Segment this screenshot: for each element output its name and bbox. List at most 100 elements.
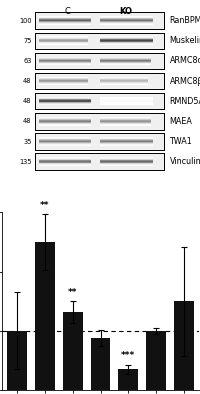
Bar <box>99 100 153 101</box>
Bar <box>99 141 153 142</box>
Bar <box>39 120 90 121</box>
Bar <box>99 84 147 85</box>
Bar <box>39 61 90 62</box>
Text: RanBPM: RanBPM <box>169 16 200 25</box>
Bar <box>99 159 153 160</box>
Bar <box>90 338 110 390</box>
Bar <box>99 163 153 164</box>
Bar <box>99 44 153 45</box>
Bar <box>99 122 150 123</box>
Bar <box>35 133 163 150</box>
Bar <box>99 105 153 106</box>
Bar <box>99 165 153 166</box>
Bar <box>99 22 153 23</box>
Bar <box>39 124 90 125</box>
Text: **: ** <box>40 201 50 210</box>
Bar <box>99 81 147 82</box>
Bar <box>39 44 88 45</box>
Bar <box>99 82 147 83</box>
Bar <box>35 154 163 170</box>
Bar <box>35 154 163 170</box>
Bar <box>35 73 163 89</box>
Bar <box>39 139 90 140</box>
Bar <box>99 24 153 25</box>
Bar <box>99 16 153 17</box>
Bar <box>99 142 153 143</box>
Bar <box>99 138 153 139</box>
Bar <box>99 40 153 41</box>
Bar <box>35 32 163 49</box>
Bar <box>99 143 153 144</box>
Bar <box>39 164 90 165</box>
Bar <box>99 161 153 162</box>
Bar <box>39 138 90 139</box>
Text: MAEA: MAEA <box>169 117 191 126</box>
Bar <box>99 158 153 159</box>
Bar <box>35 53 163 69</box>
Bar <box>39 144 90 145</box>
Bar <box>99 162 153 163</box>
Bar <box>39 17 90 18</box>
Bar <box>39 59 90 60</box>
Bar <box>99 117 150 118</box>
Bar <box>39 100 90 101</box>
Bar <box>99 145 153 146</box>
Bar <box>99 102 153 103</box>
Bar <box>39 43 88 44</box>
Text: 135: 135 <box>19 159 31 165</box>
Bar <box>39 101 90 102</box>
Bar <box>99 140 153 141</box>
Bar <box>39 40 88 41</box>
Bar <box>39 42 88 43</box>
Bar <box>39 119 90 120</box>
Bar <box>35 242 55 390</box>
Bar <box>99 38 153 39</box>
Bar <box>39 159 90 160</box>
Text: 35: 35 <box>23 139 31 145</box>
Bar <box>39 80 88 81</box>
Bar <box>39 161 90 162</box>
Bar <box>39 57 90 58</box>
Text: ARMC8β: ARMC8β <box>169 76 200 85</box>
Bar <box>173 301 193 390</box>
Bar <box>39 117 90 118</box>
Text: KO: KO <box>119 7 132 16</box>
Bar <box>99 77 147 78</box>
Bar <box>39 145 90 146</box>
Bar <box>99 144 153 145</box>
Text: 63: 63 <box>23 58 31 64</box>
Bar <box>99 125 150 126</box>
Bar <box>99 164 153 165</box>
Bar <box>99 124 150 125</box>
Bar <box>99 42 153 43</box>
Bar <box>35 93 163 110</box>
Bar <box>39 83 88 84</box>
Bar <box>99 79 147 80</box>
Bar <box>39 125 90 126</box>
Text: 48: 48 <box>23 98 31 104</box>
Bar <box>99 80 147 81</box>
Bar <box>39 84 88 85</box>
Bar <box>99 119 150 120</box>
Bar <box>39 98 90 99</box>
Bar <box>39 118 90 119</box>
Bar <box>99 101 153 102</box>
Bar <box>39 77 88 78</box>
Bar <box>39 163 90 164</box>
Bar <box>39 63 90 64</box>
Text: **: ** <box>68 288 77 297</box>
Bar <box>39 82 88 83</box>
Bar <box>99 103 153 104</box>
Bar <box>39 20 90 21</box>
Bar <box>35 12 163 29</box>
Bar <box>99 39 153 40</box>
Bar <box>99 98 153 99</box>
Bar <box>39 37 88 38</box>
Bar <box>99 83 147 84</box>
Bar <box>7 331 27 390</box>
Bar <box>39 122 90 123</box>
Bar <box>118 369 138 390</box>
Bar <box>99 97 153 98</box>
Bar <box>99 17 153 18</box>
Bar <box>39 143 90 144</box>
